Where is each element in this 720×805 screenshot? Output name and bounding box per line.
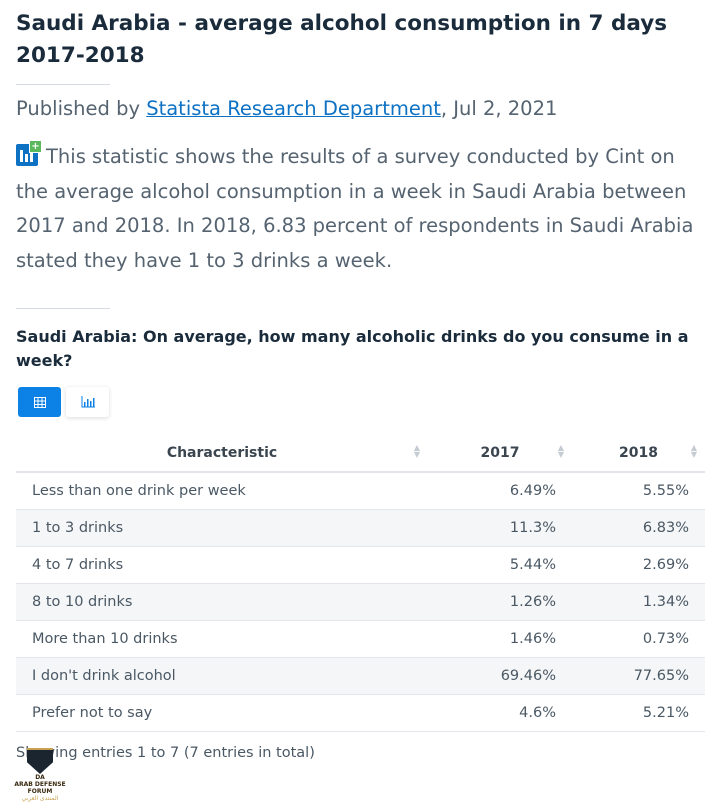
sort-icon[interactable]: ▲ ▼ — [413, 443, 420, 459]
description-text: This statistic shows the results of a su… — [16, 145, 694, 272]
cell-characteristic: Less than one drink per week — [16, 472, 428, 510]
header-label: 2017 — [480, 444, 520, 461]
sort-icon[interactable]: ▲ ▼ — [557, 443, 564, 459]
cell-characteristic: 4 to 7 drinks — [16, 546, 428, 584]
column-header-2017[interactable]: 2017 ▲ ▼ — [428, 434, 572, 473]
cell-characteristic: Prefer not to say — [16, 694, 428, 732]
page-title: Saudi Arabia - average alcohol consumpti… — [16, 11, 668, 68]
divider — [16, 84, 110, 85]
cell-characteristic: I don't drink alcohol — [16, 657, 428, 695]
table-view-button[interactable] — [18, 387, 61, 417]
cell-value: 1.26% — [428, 583, 572, 621]
header-label: Characteristic — [166, 444, 278, 461]
cell-value: 69.46% — [428, 657, 572, 695]
bar-chart-icon — [81, 396, 95, 408]
table-row: 8 to 10 drinks 1.26% 1.34% — [16, 583, 705, 621]
chart-view-button[interactable] — [66, 387, 109, 417]
sort-icon[interactable]: ▲ ▼ — [690, 443, 697, 459]
cell-value: 6.49% — [428, 472, 572, 510]
table-row: Less than one drink per week 6.49% 5.55% — [16, 472, 705, 510]
published-line: Published by Statista Research Departmen… — [16, 97, 557, 120]
chart-title: Saudi Arabia: On average, how many alcoh… — [16, 327, 689, 370]
cell-value: 0.73% — [572, 620, 705, 658]
table-row: I don't drink alcohol 69.46% 77.65% — [16, 657, 705, 695]
cell-value: 2.69% — [572, 546, 705, 584]
entries-info: Showing entries 1 to 7 (7 entries in tot… — [16, 745, 315, 761]
author-link[interactable]: Statista Research Department — [146, 97, 441, 120]
cell-value: 77.65% — [572, 657, 705, 695]
column-header-characteristic[interactable]: Characteristic ▲ ▼ — [16, 434, 428, 473]
description: + This statistic shows the results of a s… — [16, 140, 712, 278]
statistic-icon: + — [16, 140, 42, 166]
cell-value: 6.83% — [572, 509, 705, 547]
table-row: 4 to 7 drinks 5.44% 2.69% — [16, 546, 705, 584]
cell-characteristic: More than 10 drinks — [16, 620, 428, 658]
data-table: Characteristic ▲ ▼ 2017 ▲ ▼ 2018 ▲ ▼ Less than… — [16, 434, 705, 732]
cell-value: 5.55% — [572, 472, 705, 510]
cell-value: 5.21% — [572, 694, 705, 732]
watermark-logo: DA ARAB DEFENSE FORUM المنتدى العربي — [4, 748, 76, 802]
published-date: , Jul 2, 2021 — [440, 97, 558, 120]
cell-value: 11.3% — [428, 509, 572, 547]
table-row: 1 to 3 drinks 11.3% 6.83% — [16, 509, 705, 547]
cell-value: 4.6% — [428, 694, 572, 732]
cell-characteristic: 1 to 3 drinks — [16, 509, 428, 547]
column-header-2018[interactable]: 2018 ▲ ▼ — [572, 434, 705, 473]
cell-value: 1.46% — [428, 620, 572, 658]
table-icon — [33, 396, 46, 408]
cell-characteristic: 8 to 10 drinks — [16, 583, 428, 621]
table-row: More than 10 drinks 1.46% 0.73% — [16, 620, 705, 658]
published-prefix: Published by — [16, 97, 147, 120]
divider — [16, 308, 110, 309]
cell-value: 1.34% — [572, 583, 705, 621]
table-row: Prefer not to say 4.6% 5.21% — [16, 694, 705, 732]
cell-value: 5.44% — [428, 546, 572, 584]
header-label: 2018 — [619, 444, 658, 461]
